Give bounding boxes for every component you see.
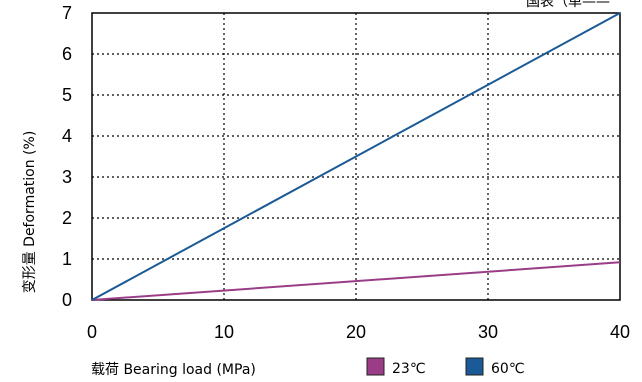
x-tick-label: 10 xyxy=(214,322,234,342)
y-tick-label: 6 xyxy=(62,44,72,64)
y-tick-label: 2 xyxy=(62,208,72,228)
y-axis-title: 变形量 Deformation (%) xyxy=(22,131,38,294)
x-tick-label: 20 xyxy=(346,322,366,342)
series-layer xyxy=(91,12,621,301)
legend-swatch-0 xyxy=(366,357,385,376)
tick-labels: 0 1 2 3 4 5 6 7 0 10 20 30 40 xyxy=(62,3,630,342)
y-tick-label: 0 xyxy=(62,290,72,310)
y-tick-label: 1 xyxy=(62,249,72,269)
x-axis-title: 载荷 Bearing load (MPa) xyxy=(91,362,256,378)
plot-frame xyxy=(91,12,621,301)
legend-label-0: 23℃ xyxy=(392,361,426,377)
legend-swatch-1 xyxy=(465,357,484,376)
series-line-0 xyxy=(91,261,621,301)
y-tick-label: 4 xyxy=(62,126,72,146)
x-tick-label: 0 xyxy=(87,322,97,342)
y-tick-label: 7 xyxy=(62,3,72,23)
legend-label-1: 60℃ xyxy=(491,361,525,377)
legend: 23℃ 60℃ xyxy=(366,357,525,377)
x-tick-label: 40 xyxy=(610,322,630,342)
y-tick-label: 3 xyxy=(62,167,72,187)
x-tick-label: 30 xyxy=(478,322,498,342)
top-note: 国表（单—— xyxy=(526,0,610,10)
series-line-1 xyxy=(91,12,621,301)
y-tick-label: 5 xyxy=(62,85,72,105)
grid-lines xyxy=(92,13,620,300)
